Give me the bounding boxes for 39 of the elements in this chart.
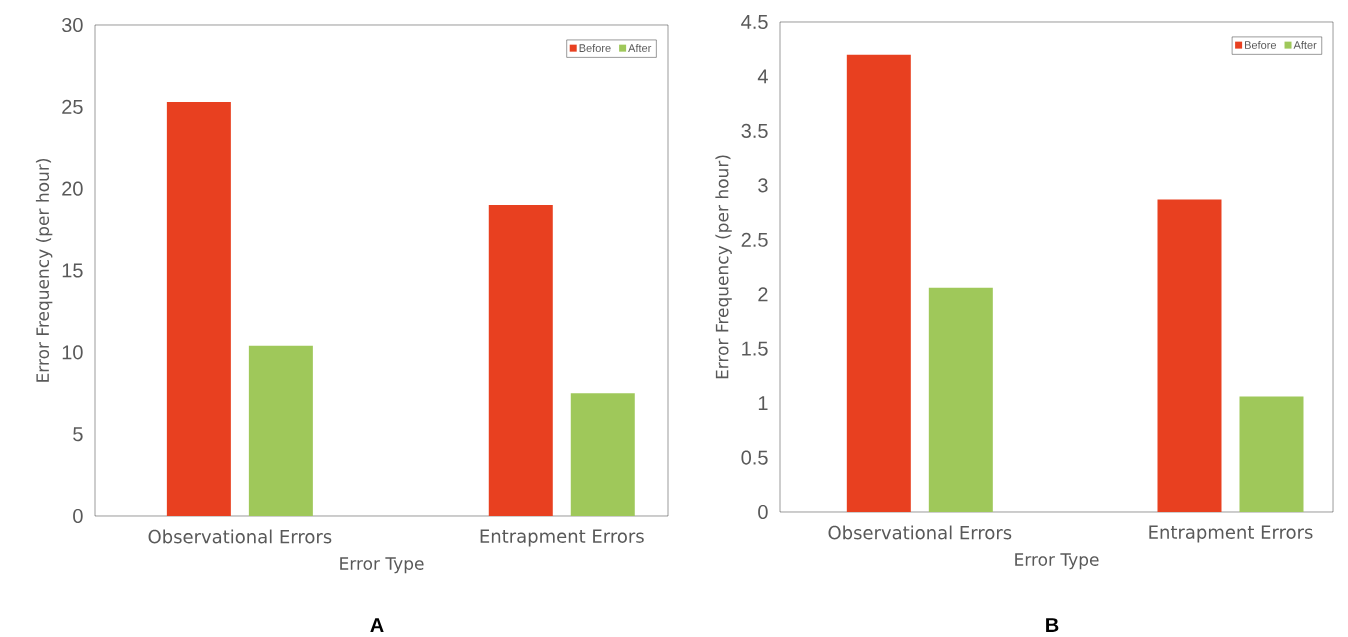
y-tick-label: 2.5 [741,232,768,247]
y-tick-label: 30 [61,17,83,33]
y-axis-title: Error Frequency (per hour) [35,159,53,382]
y-tick-label: 0 [73,508,83,524]
y-tick-label: 2 [758,287,768,302]
y-tick-label: 0 [758,504,768,520]
y-tick-label: 15 [62,263,83,278]
bar [928,287,993,512]
x-axis-title: Error Type [340,557,424,574]
legend-label: After [628,43,652,52]
x-tick-label: Entrapment Errors [1149,525,1313,543]
bar [570,393,635,516]
y-tick-label: 0.5 [741,450,768,465]
y-tick-label: 4 [757,69,768,84]
legend-label: After [1293,40,1317,49]
bar [1239,396,1304,512]
x-axis-title: Error Type [1015,553,1099,570]
text: A [370,618,384,632]
bar [1157,199,1222,512]
y-tick-label: 1 [758,396,768,410]
y-tick-label: 3.5 [741,123,768,138]
bar [846,54,911,512]
y-tick-label: 5 [73,427,83,442]
y-tick-label: 3 [758,178,768,193]
text: B [1046,618,1059,632]
y-axis-title: Error Frequency (per hour) [715,155,732,379]
y-tick-label: 25 [62,99,83,114]
y-tick-label: 1.5 [742,341,768,356]
legend-label: Before [579,43,611,52]
x-tick-label: Entrapment Errors [480,529,644,547]
legend-label: Before [1245,40,1277,49]
x-tick-label: Observational Errors [828,525,1012,540]
y-tick-label: 20 [62,181,83,196]
y-tick-label: 10 [62,345,83,360]
bar [488,205,553,516]
x-tick-label: Observational Errors [148,529,332,544]
y-tick-label: 4.5 [741,15,768,29]
bar [166,101,231,516]
bar [248,345,313,516]
